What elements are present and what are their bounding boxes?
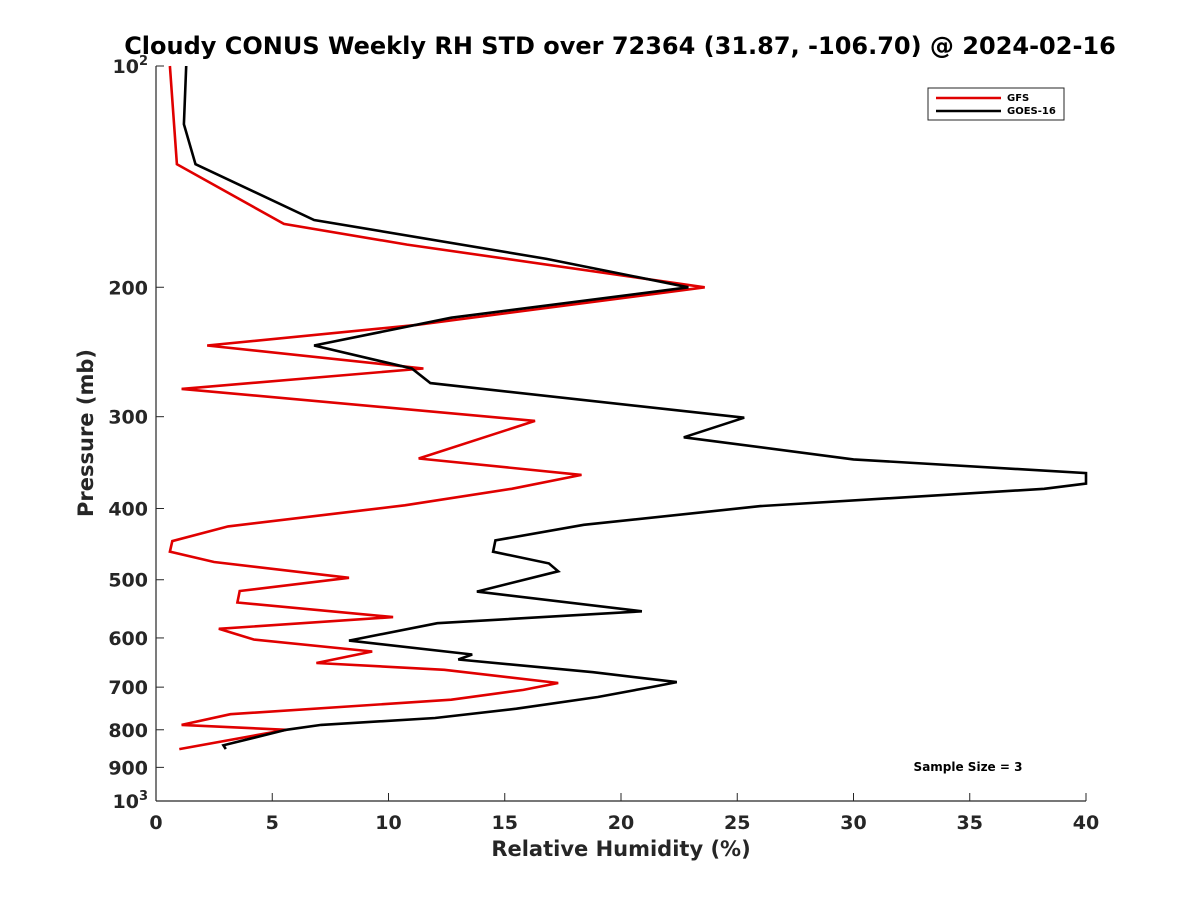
plot-area [156, 66, 1086, 801]
x-ticks: 0 5 10 15 20 25 30 35 40 [149, 793, 1099, 834]
x-tick-label: 35 [957, 812, 983, 834]
legend-label-gfs: GFS [1007, 93, 1029, 104]
x-tick-label: 15 [492, 812, 518, 834]
legend-box [927, 87, 1065, 121]
y-tick-exponent: 2 [139, 54, 148, 69]
y-tick-label: 700 [108, 677, 148, 699]
x-tick-label: 5 [266, 812, 279, 834]
y-tick-label: 600 [108, 628, 148, 650]
legend: GFS GOES-16 [927, 87, 1065, 121]
series-layer [168, 65, 1088, 751]
y-tick-label: 200 [108, 277, 148, 299]
y-ticks: 102 200 300 400 500 600 700 800 900 103 [108, 54, 164, 813]
legend-label-goes16: GOES-16 [1007, 106, 1056, 117]
sample-size-annotation: Sample Size = 3 [914, 760, 1023, 774]
series-line-goes16 [182, 65, 1088, 750]
x-tick-label: 25 [724, 812, 750, 834]
y-tick-label: 800 [108, 720, 148, 742]
x-axis-label: Relative Humidity (%) [491, 837, 750, 861]
y-tick-label: 400 [108, 499, 148, 521]
y-axis-label: Pressure (mb) [74, 349, 98, 517]
y-tick-label: 500 [108, 570, 148, 592]
y-tick-label: 103 [113, 789, 149, 813]
x-tick-label: 10 [375, 812, 401, 834]
y-tick-label: 300 [108, 407, 148, 429]
x-tick-label: 30 [840, 812, 866, 834]
x-tick-label: 20 [608, 812, 634, 834]
y-tick-label: 102 [113, 54, 149, 78]
x-tick-label: 0 [149, 812, 162, 834]
x-tick-label: 40 [1073, 812, 1099, 834]
y-tick-exponent: 3 [139, 789, 148, 804]
series-line-gfs [168, 65, 705, 751]
y-tick-label: 900 [108, 757, 148, 779]
chart-title: Cloudy CONUS Weekly RH STD over 72364 (3… [124, 32, 1116, 60]
